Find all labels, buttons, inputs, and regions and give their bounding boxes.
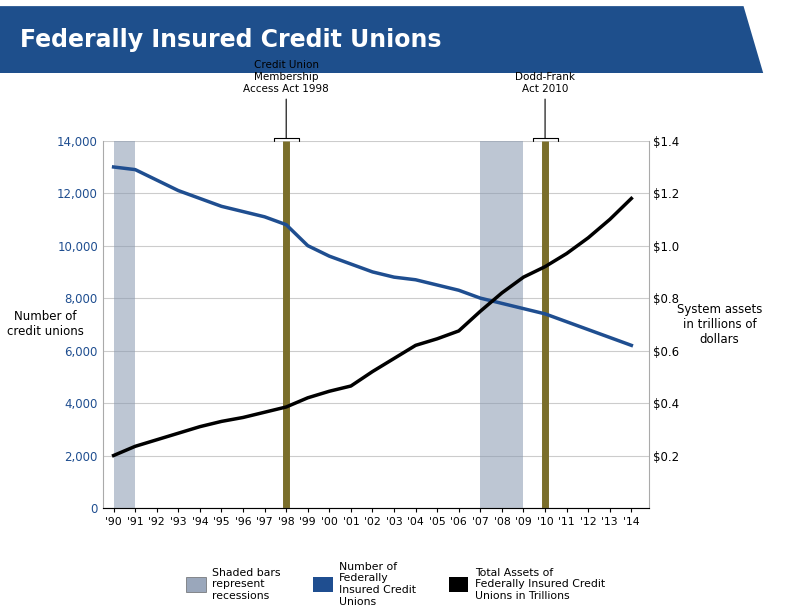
- Text: Credit Union
Membership
Access Act 1998: Credit Union Membership Access Act 1998: [244, 61, 329, 141]
- Text: Dodd-Frank
Act 2010: Dodd-Frank Act 2010: [515, 72, 575, 141]
- Text: System assets
in trillions of
dollars: System assets in trillions of dollars: [677, 303, 763, 346]
- Bar: [114, 141, 135, 508]
- Polygon shape: [0, 6, 763, 73]
- Text: Federally Insured Credit Unions: Federally Insured Credit Unions: [20, 28, 441, 52]
- Bar: [480, 141, 524, 508]
- Text: Number of
credit unions: Number of credit unions: [7, 310, 84, 338]
- Legend: Shaded bars
represent
recessions, Number of
Federally
Insured Credit
Unions, Tot: Shaded bars represent recessions, Number…: [186, 562, 605, 606]
